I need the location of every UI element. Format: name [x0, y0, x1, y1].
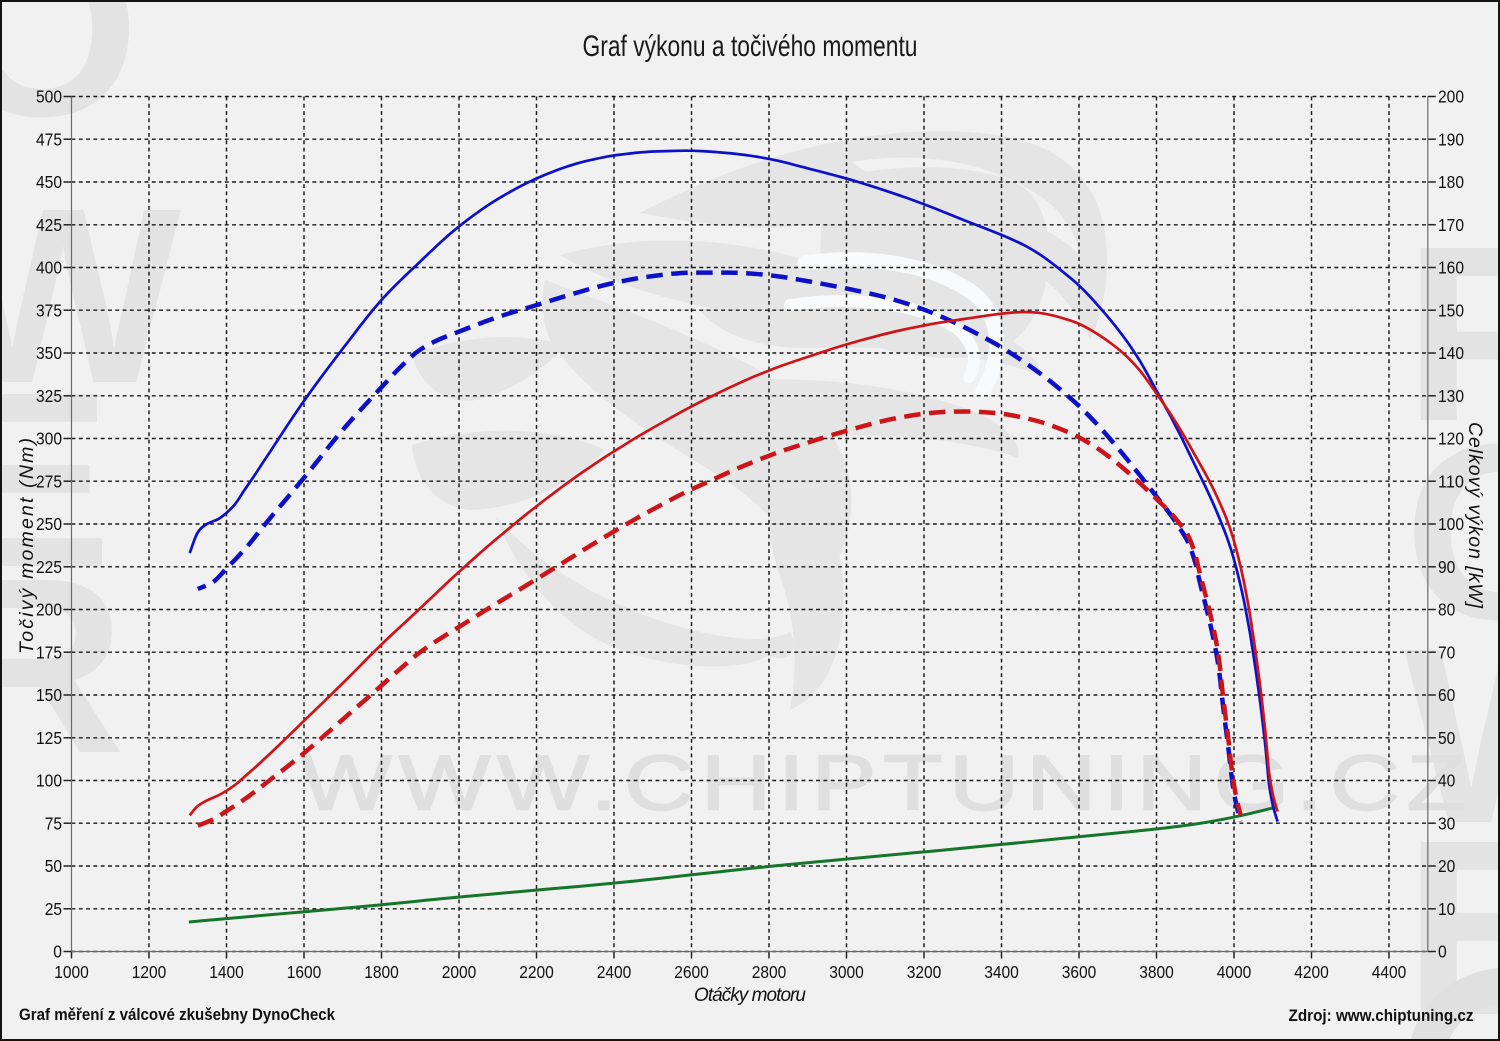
- svg-text:0: 0: [53, 942, 62, 962]
- svg-text:2000: 2000: [442, 962, 477, 982]
- svg-text:300: 300: [36, 429, 62, 449]
- svg-text:125: 125: [36, 728, 62, 748]
- svg-text:450: 450: [36, 172, 62, 192]
- svg-text:175: 175: [36, 643, 62, 663]
- svg-text:Graf měření z válcové zkušebny: Graf měření z válcové zkušebny DynoCheck: [19, 1005, 335, 1024]
- svg-text:1400: 1400: [209, 962, 244, 982]
- svg-text:R: R: [0, 526, 126, 805]
- svg-text:100: 100: [36, 771, 62, 791]
- svg-text:325: 325: [36, 386, 62, 406]
- svg-text:150: 150: [1438, 300, 1464, 320]
- svg-text:Zdroj: www.chiptuning.cz: Zdroj: www.chiptuning.cz: [1289, 1006, 1474, 1025]
- svg-text:2400: 2400: [597, 962, 632, 982]
- svg-text:3400: 3400: [984, 962, 1019, 982]
- svg-text:1000: 1000: [54, 962, 89, 982]
- svg-text:Celkový výkon [kW]: Celkový výkon [kW]: [1464, 422, 1486, 609]
- svg-text:3800: 3800: [1139, 962, 1174, 982]
- svg-text:3200: 3200: [907, 962, 942, 982]
- svg-text:130: 130: [1438, 386, 1464, 406]
- svg-text:100: 100: [1438, 514, 1464, 534]
- svg-text:80: 80: [1438, 600, 1456, 620]
- svg-text:4200: 4200: [1294, 962, 1329, 982]
- svg-text:160: 160: [1438, 258, 1464, 278]
- svg-text:10: 10: [1438, 899, 1456, 919]
- svg-text:250: 250: [36, 514, 62, 534]
- svg-text:4000: 4000: [1217, 962, 1252, 982]
- svg-text:0: 0: [1438, 942, 1447, 962]
- svg-text:400: 400: [36, 258, 62, 278]
- svg-text:2200: 2200: [519, 962, 554, 982]
- svg-text:90: 90: [1438, 557, 1456, 577]
- svg-text:500: 500: [36, 87, 62, 107]
- svg-text:1200: 1200: [132, 962, 167, 982]
- svg-text:Točivý moment (Nm): Točivý moment (Nm): [16, 438, 38, 654]
- svg-text:O: O: [1404, 392, 1500, 671]
- svg-text:4400: 4400: [1372, 962, 1407, 982]
- svg-text:Otáčky motoru: Otáčky motoru: [694, 985, 806, 1006]
- svg-text:20: 20: [1438, 856, 1456, 876]
- svg-text:W: W: [0, 156, 181, 435]
- svg-text:1800: 1800: [364, 962, 399, 982]
- svg-text:180: 180: [1438, 172, 1464, 192]
- svg-text:200: 200: [36, 600, 62, 620]
- svg-text:425: 425: [36, 215, 62, 235]
- svg-text:30: 30: [1438, 814, 1456, 834]
- svg-text:E: E: [0, 340, 112, 619]
- svg-text:75: 75: [45, 814, 62, 834]
- svg-text:O: O: [0, 0, 139, 168]
- svg-text:120: 120: [1438, 429, 1464, 449]
- svg-text:200: 200: [1438, 87, 1464, 107]
- svg-text:50: 50: [45, 856, 63, 876]
- svg-text:Graf výkonu a točivého momentu: Graf výkonu a točivého momentu: [583, 30, 918, 63]
- svg-text:2800: 2800: [752, 962, 787, 982]
- svg-text:140: 140: [1438, 343, 1464, 363]
- svg-text:70: 70: [1438, 643, 1456, 663]
- svg-text:60: 60: [1438, 685, 1456, 705]
- svg-text:375: 375: [36, 300, 62, 320]
- svg-text:110: 110: [1438, 471, 1464, 491]
- svg-text:1600: 1600: [287, 962, 322, 982]
- svg-text:225: 225: [36, 557, 62, 577]
- svg-text:170: 170: [1438, 215, 1464, 235]
- svg-text:40: 40: [1438, 771, 1456, 791]
- svg-text:190: 190: [1438, 129, 1464, 149]
- svg-text:475: 475: [36, 129, 62, 149]
- svg-text:3000: 3000: [829, 962, 864, 982]
- svg-text:275: 275: [36, 471, 62, 491]
- svg-text:2600: 2600: [674, 962, 709, 982]
- svg-text:350: 350: [36, 343, 62, 363]
- svg-text:W: W: [1404, 596, 1500, 875]
- svg-text:P: P: [1404, 194, 1500, 473]
- svg-text:25: 25: [45, 899, 62, 919]
- svg-text:3600: 3600: [1062, 962, 1097, 982]
- svg-text:150: 150: [36, 685, 62, 705]
- svg-text:50: 50: [1438, 728, 1456, 748]
